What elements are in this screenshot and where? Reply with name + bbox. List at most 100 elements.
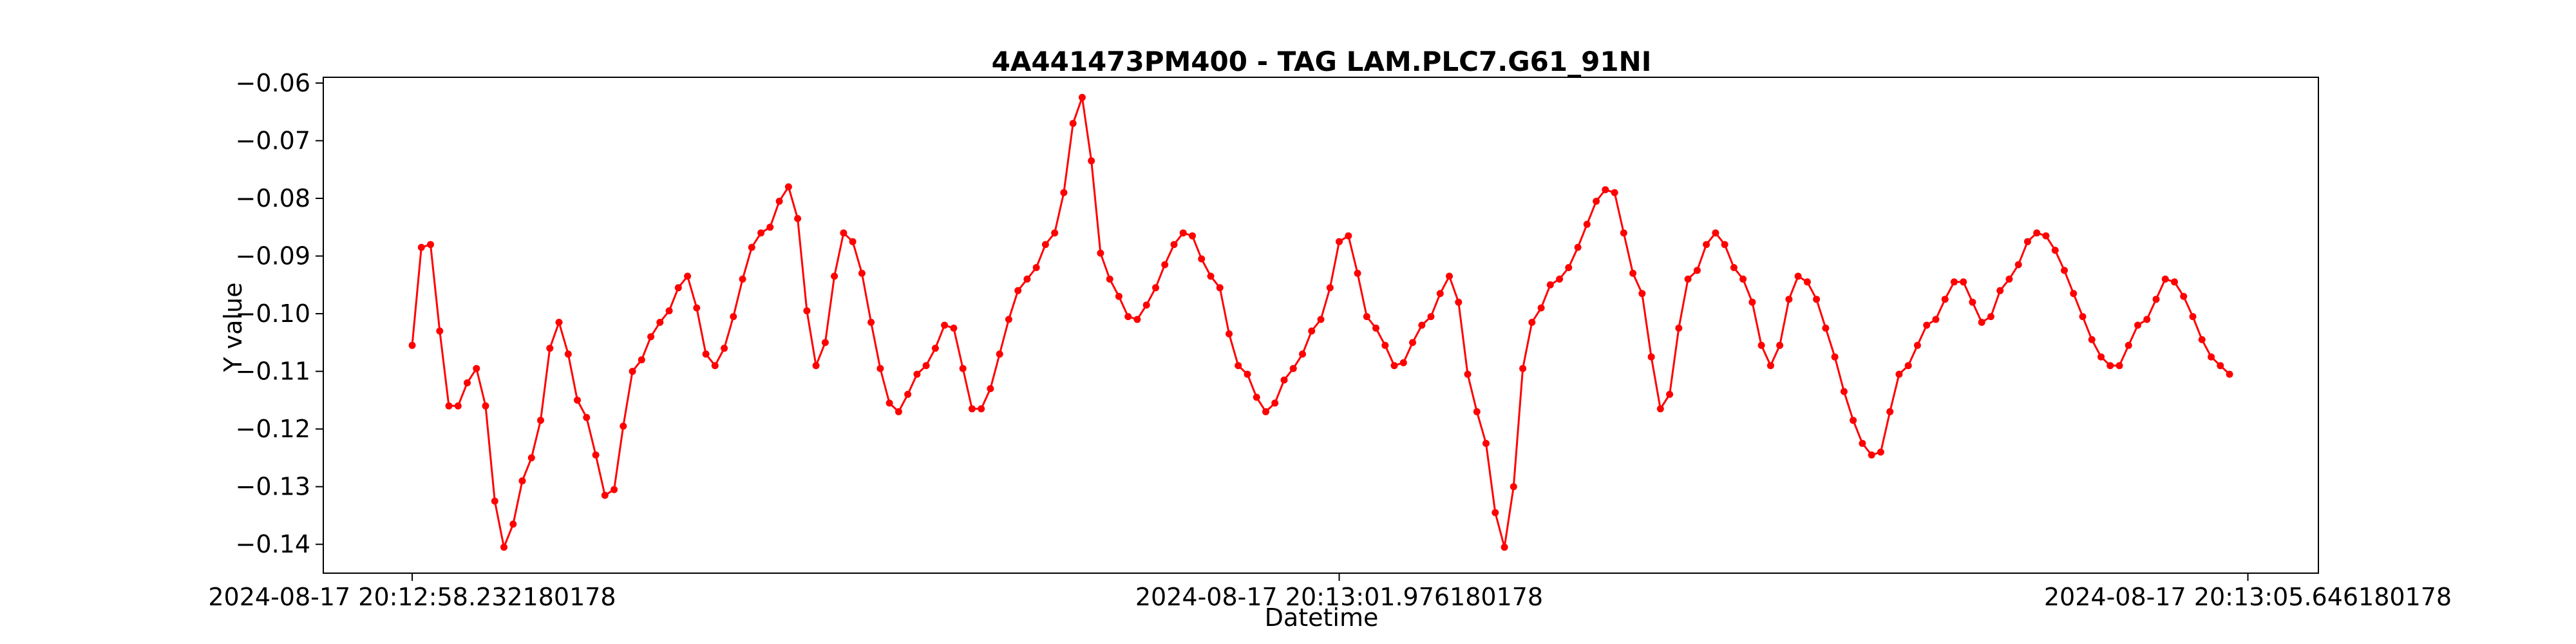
data-point [1565, 264, 1573, 271]
data-point [1712, 229, 1719, 237]
data-point [2226, 370, 2233, 378]
data-point [1822, 325, 1830, 332]
data-point [1794, 272, 1802, 280]
data-point [674, 284, 682, 292]
data-point [2023, 238, 2031, 245]
data-point [1546, 281, 1554, 289]
data-point [1124, 313, 1132, 321]
data-point [1436, 290, 1444, 298]
data-point [1647, 353, 1655, 361]
data-point [1088, 157, 1095, 165]
data-point [2107, 362, 2114, 370]
chart-title: 4A441473PM400 - TAG LAM.PLC7.G61_91NI [992, 46, 1652, 77]
data-point [803, 307, 811, 315]
data-point [2180, 292, 2188, 300]
data-point [2014, 261, 2022, 269]
data-point [1996, 287, 2004, 294]
data-point [1133, 316, 1141, 323]
data-point [968, 405, 976, 413]
data-point [876, 365, 884, 372]
data-point [849, 238, 857, 245]
data-point [1703, 241, 1710, 249]
data-point [1528, 319, 1536, 326]
data-point [1556, 275, 1564, 283]
y-axis-label: Y value [219, 282, 247, 372]
data-point [592, 451, 600, 459]
data-point [941, 321, 949, 329]
data-point [1189, 232, 1196, 240]
data-point [1923, 321, 1931, 329]
y-tick-label: −0.13 [236, 473, 310, 501]
data-point [1510, 483, 1517, 491]
data-point [895, 408, 902, 415]
y-tick-label: −0.14 [236, 530, 310, 558]
data-point [1427, 313, 1435, 321]
data-point [2125, 341, 2132, 349]
data-point [904, 390, 912, 398]
data-point [620, 422, 627, 430]
data-point [2189, 313, 2197, 321]
data-point [665, 307, 673, 315]
data-point [518, 477, 526, 485]
data-point [1372, 325, 1379, 332]
y-tick-label: −0.08 [236, 184, 310, 213]
data-point [656, 319, 664, 326]
data-point [2152, 296, 2160, 303]
data-point [748, 243, 755, 251]
y-tick-label: −0.10 [236, 299, 310, 328]
data-point [1014, 287, 1022, 294]
data-point [1253, 393, 1260, 401]
data-point [2070, 290, 2078, 298]
data-point [1675, 325, 1683, 332]
data-point [436, 327, 444, 335]
x-tick-label: 2024-08-17 20:12:58.232180178 [208, 583, 616, 611]
data-point [1776, 341, 1784, 349]
y-tick-label: −0.07 [236, 126, 310, 155]
data-point [1051, 229, 1059, 237]
data-point [693, 304, 701, 312]
data-point [1069, 120, 1077, 128]
data-point [2116, 362, 2123, 370]
data-point [2171, 278, 2178, 286]
data-point [775, 198, 783, 205]
data-point [1868, 451, 1875, 459]
data-point [1583, 220, 1591, 228]
y-tick-label: −0.12 [236, 415, 310, 443]
data-point [2198, 336, 2206, 343]
data-point [1399, 359, 1407, 366]
data-point [867, 319, 875, 326]
data-point [1831, 353, 1839, 361]
data-point [1850, 417, 1857, 424]
data-point [1345, 232, 1352, 240]
data-point [1656, 405, 1664, 413]
data-point [1336, 238, 1343, 245]
data-point [583, 413, 591, 421]
data-point [2098, 353, 2105, 361]
data-point [1409, 339, 1416, 346]
data-point [1629, 269, 1637, 277]
data-point [1078, 93, 1086, 101]
data-point [1813, 296, 1821, 303]
data-point [978, 405, 985, 413]
data-point [1152, 284, 1159, 292]
data-point [1969, 298, 1976, 306]
data-point [1308, 327, 1316, 335]
data-point [500, 544, 507, 551]
data-point [1179, 229, 1187, 237]
data-point [1299, 350, 1306, 358]
data-point [1748, 298, 1756, 306]
data-point [2217, 362, 2224, 370]
data-point [2208, 353, 2215, 361]
data-point [757, 229, 765, 237]
data-point [987, 385, 994, 392]
data-point [1766, 362, 1774, 370]
data-point [2061, 267, 2068, 274]
data-point [1950, 278, 1958, 286]
data-point [730, 313, 737, 321]
data-point [1317, 316, 1325, 323]
data-point [739, 275, 746, 283]
data-point [1235, 362, 1242, 370]
data-point [1840, 388, 1848, 395]
axis-ticks: −0.14 −0.13 −0.12 −0.11 −0.10 −0.09 −0.08 −0.07… [208, 69, 2452, 611]
data-point [2033, 229, 2041, 237]
